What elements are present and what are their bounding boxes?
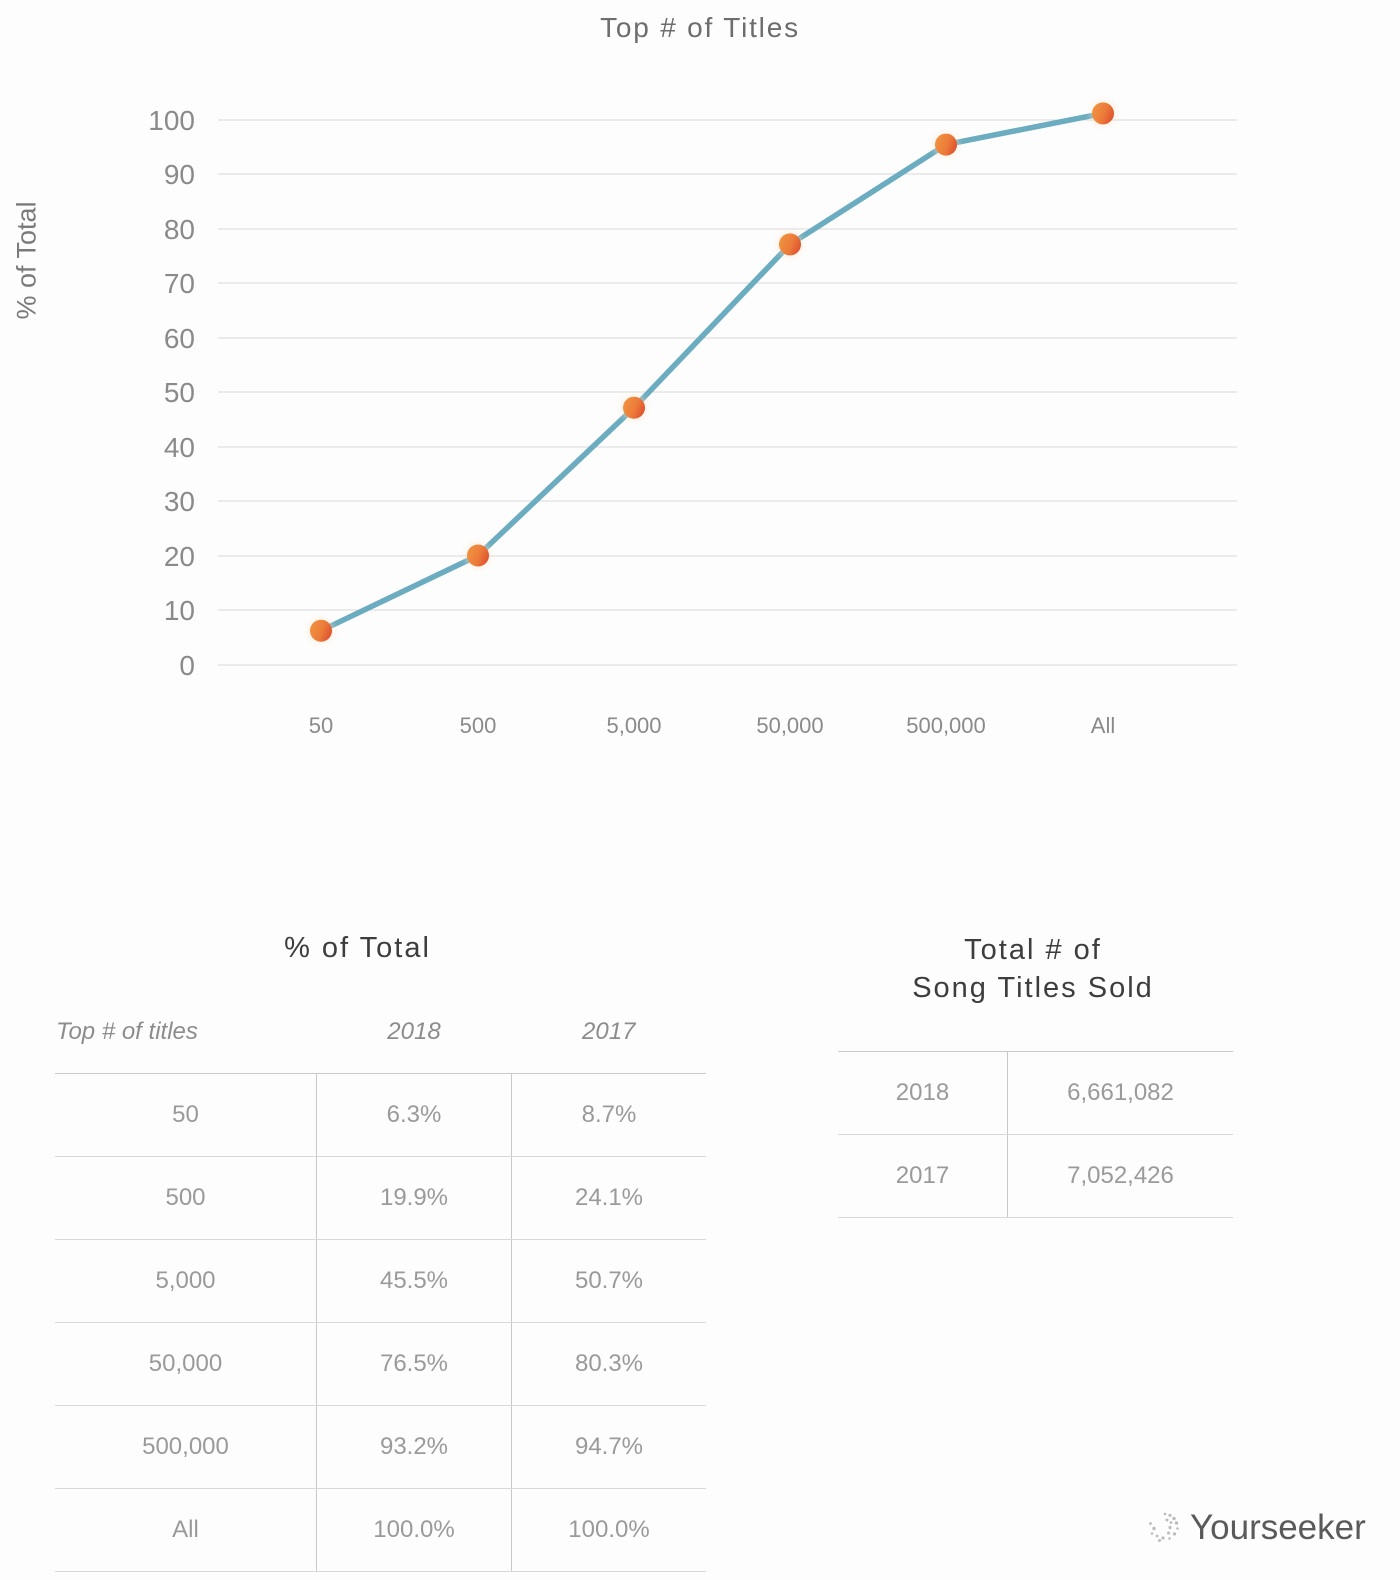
svg-text:50,000: 50,000 [756,713,823,738]
svg-text:100: 100 [148,105,195,136]
svg-text:10: 10 [164,595,195,626]
svg-text:60: 60 [164,323,195,354]
svg-text:30: 30 [164,486,195,517]
svg-text:50: 50 [309,713,333,738]
svg-text:50: 50 [164,377,195,408]
svg-text:70: 70 [164,268,195,299]
svg-text:All: All [1091,713,1115,738]
svg-text:40: 40 [164,432,195,463]
svg-text:20: 20 [164,541,195,572]
svg-text:0: 0 [179,650,195,681]
svg-text:500,000: 500,000 [906,713,986,738]
svg-text:500: 500 [460,713,497,738]
svg-text:80: 80 [164,214,195,245]
svg-text:5,000: 5,000 [606,713,661,738]
svg-text:90: 90 [164,159,195,190]
